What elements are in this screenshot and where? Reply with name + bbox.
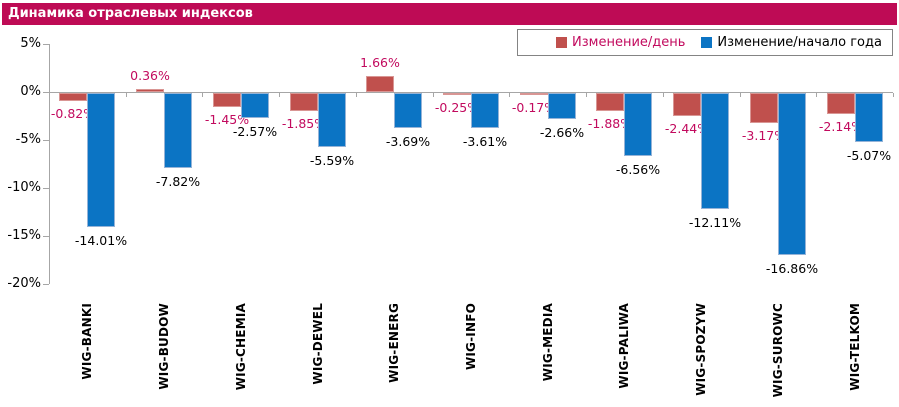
- x-axis-tick: [509, 93, 510, 97]
- x-label-wig-paliwa: WIG-PALIWA: [617, 303, 631, 389]
- y-tick-label: -20%: [7, 276, 41, 291]
- x-axis-tick: [816, 93, 817, 97]
- bar-ytd-wig-dewel: [318, 93, 346, 147]
- bar-day-wig-chemia: [213, 93, 241, 107]
- x-label-wig-telkom: WIG-TELKOM: [848, 303, 862, 391]
- chart-title: Динамика отраслевых индексов: [8, 6, 253, 21]
- label-ytd-wig-energ: -3.69%: [385, 134, 431, 149]
- label-day-wig-spozyw: -2.44%: [664, 121, 710, 136]
- x-label-wig-chemia: WIG-CHEMIA: [234, 303, 248, 391]
- chart-title-bar: Динамика отраслевых индексов: [2, 3, 897, 25]
- x-axis-tick: [663, 93, 664, 97]
- label-ytd-wig-media: -2.66%: [539, 125, 585, 140]
- x-label-wig-info: WIG-INFO: [464, 303, 478, 371]
- label-day-wig-energ: 1.66%: [360, 55, 400, 70]
- bar-day-wig-budow: [136, 89, 164, 92]
- label-day-wig-banki: -0.82%: [50, 106, 96, 121]
- y-axis-tick: [43, 236, 49, 237]
- label-day-wig-budow: 0.36%: [130, 68, 170, 83]
- y-tick-label: -5%: [15, 132, 41, 147]
- y-axis-line: [49, 44, 50, 284]
- legend-swatch-day-icon: [556, 37, 567, 48]
- bar-day-wig-energ: [366, 76, 394, 92]
- y-tick-label: 0%: [20, 84, 41, 99]
- y-tick-label: -10%: [7, 180, 41, 195]
- y-axis-tick: [43, 284, 49, 285]
- bar-ytd-wig-chemia: [241, 93, 269, 118]
- label-ytd-wig-budow: -7.82%: [155, 174, 201, 189]
- y-tick-label: -15%: [7, 228, 41, 243]
- x-label-wig-banki: WIG-BANKI: [80, 303, 94, 380]
- label-ytd-wig-banki: -14.01%: [74, 233, 128, 248]
- x-axis-tick: [740, 93, 741, 97]
- x-axis-tick: [893, 93, 894, 97]
- x-label-wig-surowc: WIG-SUROWC: [771, 303, 785, 398]
- x-axis-tick: [126, 93, 127, 97]
- label-day-wig-info: -0.25%: [434, 100, 480, 115]
- label-day-wig-telkom: -2.14%: [818, 119, 864, 134]
- y-tick-label: 5%: [20, 36, 41, 51]
- y-axis-tick: [43, 140, 49, 141]
- label-ytd-wig-dewel: -5.59%: [309, 153, 355, 168]
- x-axis-tick: [586, 93, 587, 97]
- bar-ytd-wig-spozyw: [701, 93, 729, 209]
- bar-ytd-wig-telkom: [855, 93, 883, 142]
- x-label-wig-energ: WIG-ENERG: [387, 303, 401, 383]
- label-day-wig-surowc: -3.17%: [741, 128, 787, 143]
- bar-ytd-wig-banki: [87, 93, 115, 227]
- x-label-wig-media: WIG-MEDIA: [541, 303, 555, 382]
- label-ytd-wig-spozyw: -12.11%: [688, 215, 742, 230]
- label-day-wig-chemia: -1.45%: [204, 112, 250, 127]
- legend-label-day: Изменение/день: [572, 35, 686, 50]
- bar-day-wig-banki: [59, 93, 87, 101]
- bar-day-wig-paliwa: [596, 93, 624, 111]
- label-ytd-wig-telkom: -5.07%: [846, 148, 892, 163]
- bar-day-wig-dewel: [290, 93, 318, 111]
- y-axis-tick: [43, 44, 49, 45]
- legend-swatch-ytd-icon: [701, 37, 713, 48]
- x-axis-tick: [356, 93, 357, 97]
- bar-day-wig-telkom: [827, 93, 855, 114]
- bar-ytd-wig-budow: [164, 93, 192, 168]
- label-ytd-wig-surowc: -16.86%: [765, 261, 819, 276]
- x-axis-zero-line: [49, 92, 893, 93]
- x-axis-tick: [202, 93, 203, 97]
- legend: Изменение/день Изменение/начало года: [517, 29, 893, 56]
- label-ytd-wig-info: -3.61%: [462, 134, 508, 149]
- x-label-wig-spozyw: WIG-SPOZYW: [694, 303, 708, 396]
- y-axis-tick: [43, 188, 49, 189]
- label-day-wig-paliwa: -1.88%: [587, 116, 633, 131]
- x-axis-tick: [279, 93, 280, 97]
- x-axis-tick: [433, 93, 434, 97]
- label-day-wig-dewel: -1.85%: [281, 116, 327, 131]
- bar-day-wig-info: [443, 93, 471, 95]
- legend-item-day: Изменение/день: [556, 35, 685, 50]
- x-label-wig-budow: WIG-BUDOW: [157, 303, 171, 390]
- bar-day-wig-media: [520, 93, 548, 95]
- bar-ytd-wig-paliwa: [624, 93, 652, 156]
- bar-day-wig-spozyw: [673, 93, 701, 116]
- legend-item-ytd: Изменение/начало года: [701, 35, 882, 50]
- x-label-wig-dewel: WIG-DEWEL: [311, 303, 325, 385]
- bar-day-wig-surowc: [750, 93, 778, 123]
- bar-ytd-wig-info: [471, 93, 499, 128]
- legend-label-ytd: Изменение/начало года: [717, 35, 882, 50]
- y-axis-tick: [43, 92, 49, 93]
- label-ytd-wig-chemia: -2.57%: [232, 124, 278, 139]
- label-day-wig-media: -0.17%: [511, 100, 557, 115]
- label-ytd-wig-paliwa: -6.56%: [615, 162, 661, 177]
- bar-ytd-wig-energ: [394, 93, 422, 128]
- bar-ytd-wig-surowc: [778, 93, 806, 255]
- bar-ytd-wig-media: [548, 93, 576, 119]
